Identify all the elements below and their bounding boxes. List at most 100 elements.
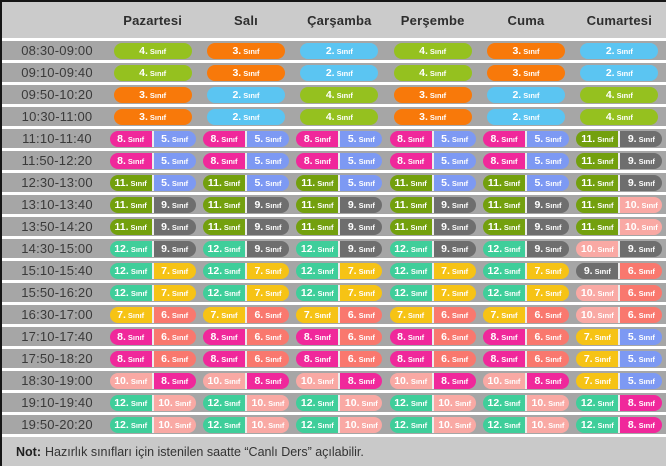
schedule-cell: 2. Sınıf (479, 85, 572, 104)
class-label: Sınıf (594, 266, 611, 276)
class-label: Sınıf (265, 310, 282, 320)
schedule-cell: 12. Sınıf 7. Sınıf (479, 261, 572, 280)
class-pill: 2. Sınıf (580, 64, 659, 81)
class-pill-group: 10. Sınıf 8. Sınıf (202, 372, 289, 389)
class-label: Sınıf (317, 376, 334, 386)
schedule-row: 09:50-10:20 3. Sınıf 2. Sınıf 4. Sınıf 3. Sınıf 2… (2, 85, 666, 104)
class-pill-group: 8. Sınıf 5. Sınıf (109, 152, 196, 169)
class-label: Sınıf (243, 68, 260, 78)
class-pill: 9. Sınıf (431, 218, 476, 235)
schedule-cell: 8. Sınıf 6. Sınıf (386, 327, 479, 346)
class-label: Sınıf (171, 266, 189, 276)
class-label: Sınıf (265, 178, 282, 188)
class-label: Sınıf (130, 178, 147, 188)
class-pill: 5. Sınıf (618, 350, 663, 367)
class-pill: 12. Sınıf (482, 394, 525, 411)
class-grade: 4. (605, 110, 615, 123)
class-pill: 6. Sınıf (524, 306, 569, 323)
class-pill-group: 12. Sınıf 10. Sınıf (389, 394, 476, 411)
class-pill: 9. Sınıf (338, 240, 383, 257)
class-label: Sınıf (127, 310, 145, 320)
class-label: Sınıf (243, 112, 260, 122)
class-label: Sınıf (171, 332, 189, 342)
class-pill-group: 12. Sınıf 10. Sınıf (202, 416, 289, 433)
class-grade: 12. (114, 286, 129, 299)
class-pill: 12. Sınıf (389, 284, 432, 301)
time-slot: 13:50-14:20 (21, 219, 93, 234)
class-label: Sınıf (171, 310, 189, 320)
class-label: Sınıf (130, 222, 147, 232)
class-pill: 7. Sınıf (244, 284, 289, 301)
class-pill: 9. Sınıf (244, 240, 289, 257)
schedule-cell: 11. Sınıf 5. Sınıf (479, 173, 572, 192)
class-label: Sınıf (451, 156, 469, 166)
schedule-cell: 2. Sınıf (293, 41, 386, 60)
time-slot: 11:10-11:40 (22, 131, 92, 146)
class-label: Sınıf (616, 112, 633, 122)
class-pill: 10. Sınıf (524, 394, 569, 411)
schedule-cell: 2. Sınıf (199, 85, 292, 104)
schedule-cell: 8. Sınıf 6. Sınıf (199, 349, 292, 368)
class-pill: 11. Sınıf (109, 196, 152, 213)
class-pill-group: 12. Sınıf 7. Sınıf (482, 284, 569, 301)
class-pill: 3. Sınıf (393, 86, 472, 103)
class-grade: 9. (441, 198, 450, 211)
schedule-cell: 12. Sınıf 9. Sınıf (293, 239, 386, 258)
class-grade: 8. (210, 132, 220, 145)
day-header-cuma: Cuma (507, 12, 545, 28)
schedule-cell: 12. Sınıf 10. Sınıf (106, 393, 199, 412)
class-grade: 3. (139, 88, 148, 101)
class-grade: 8. (490, 330, 500, 343)
class-pill: 6. Sınıf (524, 328, 569, 345)
class-label: Sınıf (361, 398, 378, 408)
class-grade: 9. (534, 242, 544, 255)
schedule-cell: 4. Sınıf (573, 107, 666, 126)
class-pill-group: 11. Sınıf 10. Sınıf (576, 196, 663, 213)
class-pill-group: 12. Sınıf 10. Sınıf (482, 394, 569, 411)
schedule-row: 13:10-13:40 11. Sınıf 9. Sınıf 11. Sınıf 9. Sını… (2, 195, 666, 214)
class-label: Sınıf (501, 332, 518, 342)
class-pill: 4. Sınıf (300, 108, 379, 125)
class-grade: 4. (139, 44, 148, 57)
class-grade: 6. (534, 330, 544, 343)
class-grade: 5. (161, 154, 170, 167)
class-pill: 9. Sınıf (524, 218, 569, 235)
class-label: Sınıf (268, 398, 285, 408)
class-grade: 11. (487, 220, 502, 233)
class-pill: 8. Sınıf (618, 394, 663, 411)
class-pill: 8. Sınıf (618, 416, 663, 433)
day-header-cumartesi: Cumartesi (586, 12, 653, 28)
class-label: Sınıf (407, 332, 425, 342)
class-label: Sınıf (317, 244, 334, 254)
class-pill: 9. Sınıf (338, 196, 383, 213)
class-label: Sınıf (429, 68, 447, 78)
schedule-cell: 12. Sınıf 8. Sınıf (573, 415, 666, 434)
class-pill-group: 7. Sınıf 5. Sınıf (576, 372, 663, 389)
class-label: Sınıf (545, 134, 562, 144)
class-pill-group: 11. Sınıf 9. Sınıf (296, 218, 383, 235)
class-label: Sınıf (171, 134, 189, 144)
class-pill: 11. Sınıf (576, 130, 619, 147)
schedule-row: 18:30-19:00 10. Sınıf 8. Sınıf 10. Sınıf 8. Sını… (2, 371, 666, 390)
class-pill: 6. Sınıf (244, 306, 289, 323)
class-grade: 11. (114, 176, 129, 189)
class-grade: 8. (117, 132, 126, 145)
class-label: Sınıf (171, 222, 189, 232)
class-pill: 8. Sınıf (296, 130, 339, 147)
class-label: Sınıf (149, 46, 167, 56)
class-grade: 11. (581, 220, 596, 233)
schedule-row: 11:10-11:40 8. Sınıf 5. Sınıf 8. Sınıf 5. Sınıf 8… (2, 129, 666, 148)
class-pill: 2. Sınıf (300, 64, 379, 81)
schedule-cell: 10. Sınıf 8. Sınıf (479, 371, 572, 390)
class-pill-group: 11. Sınıf 10. Sınıf (576, 218, 663, 235)
class-label: Sınıf (638, 266, 655, 276)
class-label: Sınıf (127, 134, 145, 144)
class-pill-group: 12. Sınıf 7. Sınıf (202, 284, 289, 301)
class-pill: 7. Sınıf (576, 372, 619, 389)
class-grade: 10. (207, 374, 223, 387)
class-label: Sınıf (224, 398, 241, 408)
class-label: Sınıf (314, 310, 331, 320)
class-pill-group: 7. Sınıf 5. Sınıf (576, 350, 663, 367)
class-pill-group: 3. Sınıf (206, 64, 285, 81)
class-grade: 10. (158, 396, 173, 409)
